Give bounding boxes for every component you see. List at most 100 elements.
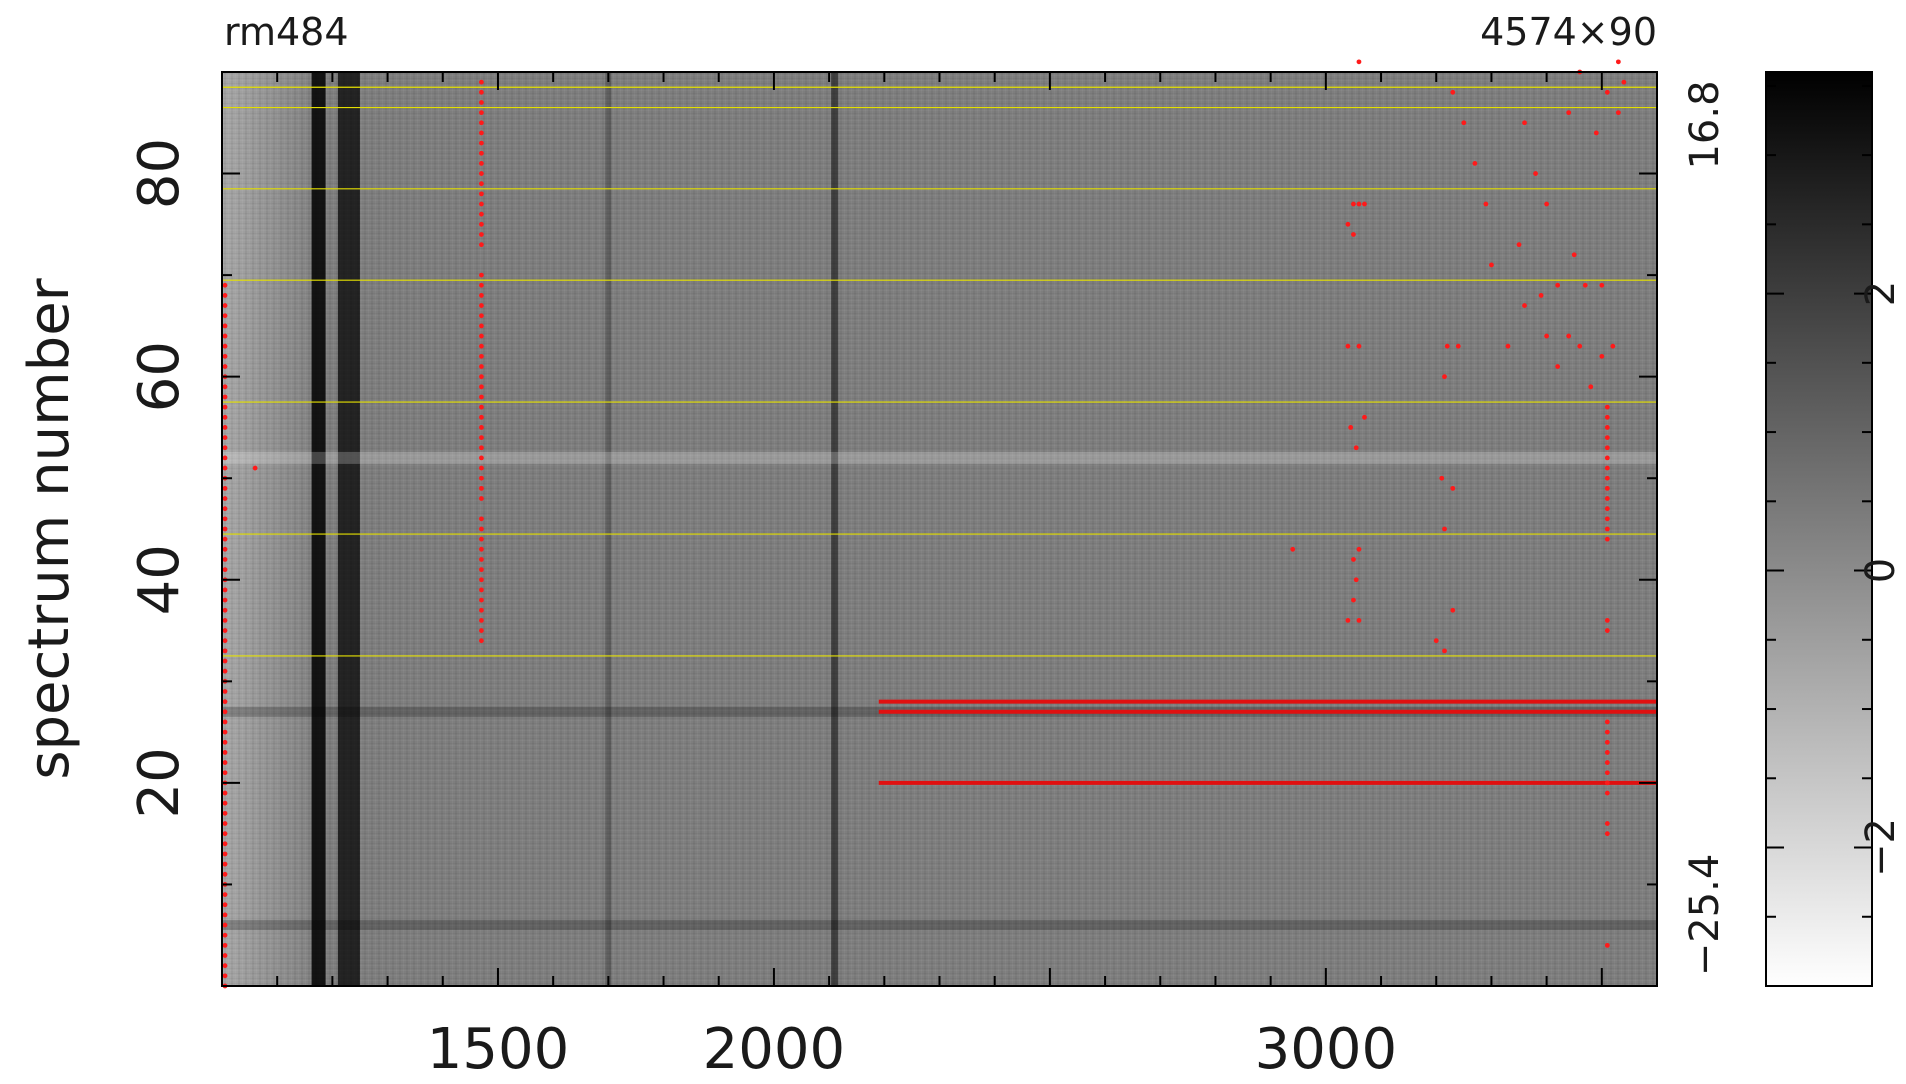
red-point [1571,252,1577,258]
red-point [222,658,228,664]
heatmap-image [222,72,1657,986]
red-point [1604,435,1610,440]
red-point [479,445,484,451]
red-point [1345,618,1351,623]
red-point [222,567,228,573]
red-point [222,293,228,298]
x-tick-label: 1500 [427,1017,570,1082]
red-point [1566,110,1572,116]
red-point [479,323,484,329]
colorbar-gradient [1766,72,1872,986]
red-point [479,404,484,410]
red-point [222,760,228,765]
red-point [479,364,484,369]
red-point [1533,171,1538,176]
red-point [1555,282,1561,288]
colorbar-frame [1765,71,1873,987]
red-point [1353,577,1359,583]
red-point [479,120,484,126]
red-point [222,394,228,400]
red-point [1604,475,1610,481]
red-point [479,171,484,176]
red-point [252,465,258,471]
red-point [479,242,484,248]
red-flag-markers [222,59,1657,989]
red-point [479,496,484,501]
red-point [222,841,228,847]
red-point [1450,89,1456,95]
red-point [222,618,228,623]
red-point [479,303,484,308]
red-point [222,343,228,349]
yellow-marker-lines [222,86,1657,657]
red-point [479,425,484,430]
red-point [222,770,228,776]
red-point [1351,201,1356,207]
red-point [1610,343,1616,349]
red-point [222,689,228,694]
red-point [1604,89,1610,95]
red-point [479,79,484,85]
red-point [222,414,228,420]
red-point [1442,648,1447,654]
red-point [222,546,228,552]
red-point [479,89,484,95]
red-point [1604,465,1610,471]
red-point [479,638,484,644]
title-right: 4574×90 [1480,10,1657,54]
red-point [1351,232,1356,237]
red-point [1353,445,1359,451]
red-point [479,211,484,217]
red-point [479,313,484,319]
red-point [479,282,484,288]
y-tick-label: 40 [127,544,192,615]
red-point [1604,729,1610,735]
red-point [1599,282,1605,288]
red-point [1433,638,1439,644]
red-point [1522,303,1527,308]
red-point [222,323,228,329]
red-point [479,577,484,583]
red-point [1604,719,1610,725]
bright-row [222,451,1657,464]
red-point [1472,161,1478,166]
red-point [479,221,484,227]
red-point [1615,59,1621,65]
red-point [1290,546,1296,552]
red-point [222,607,228,613]
red-point [1516,242,1522,248]
red-point [222,648,228,654]
red-point [222,851,228,857]
red-point [222,313,228,319]
red-point [1483,201,1489,207]
red-point [1538,293,1544,298]
red-point [222,638,228,644]
red-point [479,618,484,623]
red-point [1362,201,1367,207]
red-point [222,871,228,877]
red-point [1604,790,1610,796]
red-point [1356,343,1362,349]
red-point [479,455,484,461]
red-point [222,536,228,542]
red-point [1442,374,1447,380]
red-point [1599,353,1605,359]
red-point [479,201,484,207]
red-point [1604,750,1610,755]
red-point [1566,333,1572,339]
red-point [1604,414,1610,420]
red-point [222,435,228,440]
x-tick-label: 2000 [703,1017,846,1082]
red-point [1461,120,1467,126]
red-point [1621,79,1627,85]
red-point [222,425,228,430]
red-point [1544,333,1550,339]
red-point [1604,821,1610,826]
red-point [1588,384,1594,390]
red-point [479,100,484,105]
red-point [1582,282,1588,288]
red-point [479,161,484,166]
red-point [1604,770,1610,776]
red-point [222,831,228,837]
red-point [1604,536,1610,542]
